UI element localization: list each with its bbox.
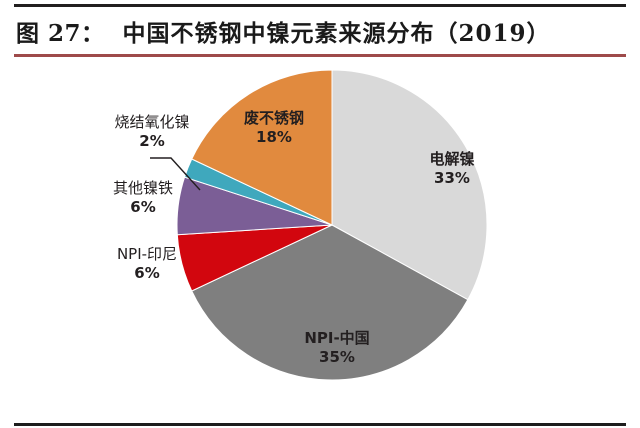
pie-label-value: 18%	[256, 127, 292, 146]
pie-label-other-nickel-iron: 其他镍铁 6%	[88, 179, 198, 217]
pie-label-value: 2%	[139, 131, 165, 150]
pie-label-name: 其他镍铁	[112, 179, 173, 197]
title-top-rule	[14, 4, 626, 7]
figure-title-text: 中国不锈钢中镍元素来源分布（2019）	[122, 20, 551, 47]
pie-slice[interactable]	[331, 69, 488, 301]
pie-chart-svg	[176, 69, 488, 381]
pie-label-name: 电解镍	[429, 150, 475, 168]
pie-label-npi-china: NPI-中国 35%	[272, 329, 402, 367]
pie-label-value: 33%	[434, 168, 470, 187]
pie-label-name: 废不锈钢	[243, 109, 304, 127]
pie-label-dianjienie: 电解镍 33%	[392, 150, 512, 188]
pie-label-name: NPI-印尼	[116, 245, 178, 263]
pie-label-sintered-nickel-oxide: 烧结氧化镍 2%	[82, 113, 222, 151]
figure-title: 图 27： 中国不锈钢中镍元素来源分布（2019）	[16, 10, 624, 52]
pie-label-value: 35%	[319, 347, 355, 366]
pie-label-value: 6%	[134, 263, 160, 282]
pie-label-value: 6%	[130, 197, 156, 216]
pie-label-scrap-stainless-steel: 废不锈钢 18%	[215, 109, 333, 147]
pie-label-npi-indo: NPI-印尼 6%	[92, 245, 202, 283]
pie-slice[interactable]	[191, 224, 469, 381]
pie-slice-group	[176, 69, 488, 381]
figure-bottom-rule	[14, 423, 626, 426]
pie-chart-plot-area: 电解镍 33% NPI-中国 35% NPI-印尼 6% 其他镍铁 6% 烧结氧…	[0, 57, 640, 419]
title-bottom-rule	[14, 54, 626, 57]
pie-slice[interactable]	[191, 69, 333, 226]
pie-label-name: 烧结氧化镍	[114, 113, 190, 131]
figure-index-label: 图 27：	[16, 20, 105, 47]
pie-label-name: NPI-中国	[304, 329, 370, 347]
